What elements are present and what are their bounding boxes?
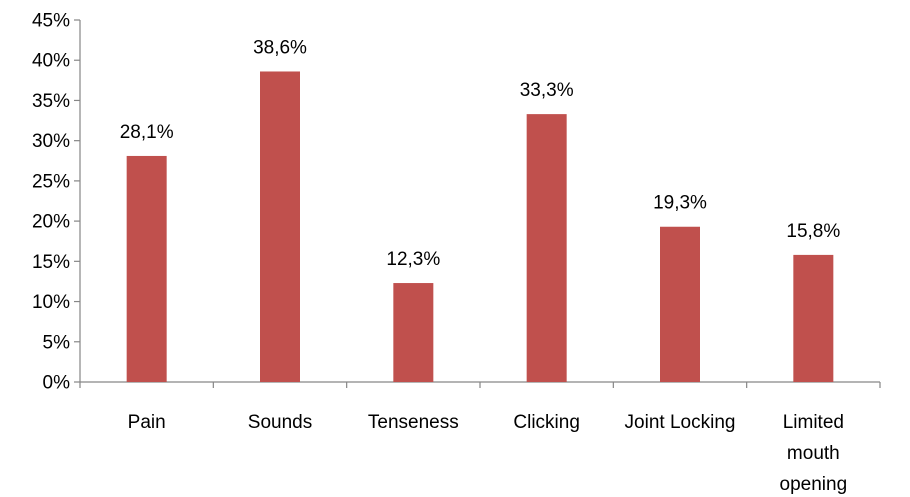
- bars: [126, 71, 834, 383]
- bar: [393, 283, 434, 382]
- category-labels: Pain Sounds Tenseness Clicking Joint Locking…: [128, 412, 847, 495]
- bar: [526, 114, 567, 383]
- category-label: Clicking: [513, 412, 580, 433]
- category-label: Joint Locking: [625, 412, 736, 433]
- data-labels: 28,1% 38,6% 12,3% 33,3% 19,3% 15,8%: [120, 37, 841, 270]
- y-tick-label: 5%: [43, 332, 71, 353]
- category-label: Pain: [128, 412, 166, 433]
- category-label: opening: [780, 474, 848, 495]
- bar: [260, 71, 300, 383]
- y-tick-label: 15%: [32, 252, 70, 273]
- data-label: 19,3%: [653, 193, 707, 214]
- category-label: Tenseness: [368, 412, 459, 433]
- y-tick-label: 20%: [32, 212, 70, 233]
- y-tick-label: 40%: [32, 51, 70, 72]
- data-label: 15,8%: [786, 221, 840, 242]
- y-tick-label: 25%: [32, 171, 70, 192]
- y-axis: 0% 5% 10% 15% 20% 25% 30% 35% 40% 45%: [32, 11, 81, 394]
- bar: [126, 155, 167, 382]
- y-tick-label: 0%: [43, 373, 71, 394]
- category-label: Sounds: [248, 412, 312, 433]
- bar: [660, 226, 700, 382]
- y-tick-label: 45%: [32, 11, 70, 32]
- data-label: 33,3%: [520, 80, 574, 101]
- data-label: 38,6%: [253, 37, 307, 58]
- y-tick-label: 10%: [32, 292, 70, 313]
- y-tick-label: 35%: [32, 91, 70, 112]
- category-label: mouth: [787, 443, 840, 464]
- data-label: 28,1%: [120, 122, 174, 143]
- bar: [793, 254, 834, 382]
- data-label: 12,3%: [386, 249, 440, 270]
- category-label: Limited: [783, 412, 844, 433]
- y-tick-label: 30%: [32, 131, 70, 152]
- x-axis: [79, 381, 881, 388]
